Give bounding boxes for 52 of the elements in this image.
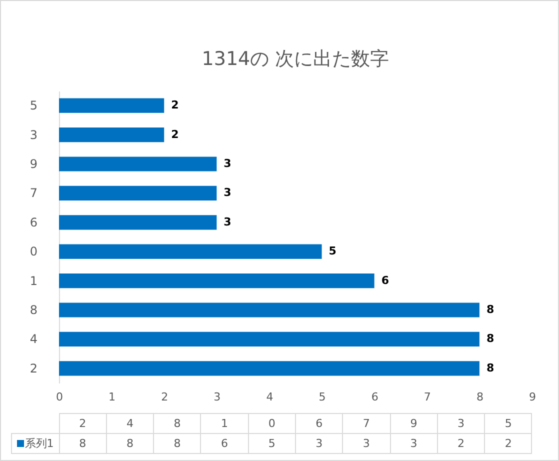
category-label: 3 [316,437,323,450]
category-label: 6 [316,417,323,430]
category-label: 2 [79,417,86,430]
y-tick-label: 1 [30,274,38,288]
data-label: 8 [486,332,494,346]
y-tick-label: 8 [30,303,38,317]
x-tick-label: 5 [318,390,326,404]
y-tick-label: 2 [30,361,38,376]
data-label: 5 [328,244,336,258]
x-tick-label: 8 [476,390,484,404]
x-tick-label: 3 [214,390,221,404]
x-tick-label: 6 [371,390,378,404]
chart-title: 1314の 次に出た数字 [202,48,390,70]
y-tick-label: 0 [30,244,38,259]
x-tick-label: 4 [266,390,274,404]
category-label: 3 [410,437,418,450]
category-label: 2 [504,437,512,450]
category-label: 4 [126,417,134,430]
x-tick-label: 9 [529,390,536,404]
data-label: 3 [224,186,232,200]
x-tick-label: 0 [56,390,63,404]
data-label: 3 [224,157,232,170]
data-label: 8 [486,303,494,316]
category-label: 5 [268,437,276,450]
data-label: 2 [171,128,179,141]
category-label: 3 [362,437,370,450]
legend-label: 系列1 [12,434,59,454]
x-tick-label: 7 [424,390,431,404]
category-label: 5 [504,417,512,430]
category-label: 3 [458,417,465,430]
category-label: 6 [221,437,228,450]
category-label: 8 [79,437,86,450]
y-tick-label: 6 [30,215,38,230]
category-label: 8 [174,437,181,450]
y-tick-label: 9 [30,157,38,171]
category-label: 0 [268,417,276,430]
data-label: 6 [381,274,390,287]
y-tick-label: 3 [30,128,38,142]
category-label: 1 [221,417,228,430]
category-label: 9 [410,417,418,430]
x-tick-label: 1 [108,390,116,404]
y-tick-label: 5 [30,98,38,113]
data-label: 3 [224,215,232,228]
data-label: 2 [171,98,179,112]
category-label: 7 [362,417,370,430]
category-label: 8 [126,437,134,450]
category-label: 2 [458,437,465,450]
x-tick-label: 2 [161,390,168,404]
category-label: 8 [174,417,181,430]
y-tick-label: 7 [30,186,38,200]
data-label: 8 [486,361,494,374]
y-tick-label: 4 [30,332,38,346]
